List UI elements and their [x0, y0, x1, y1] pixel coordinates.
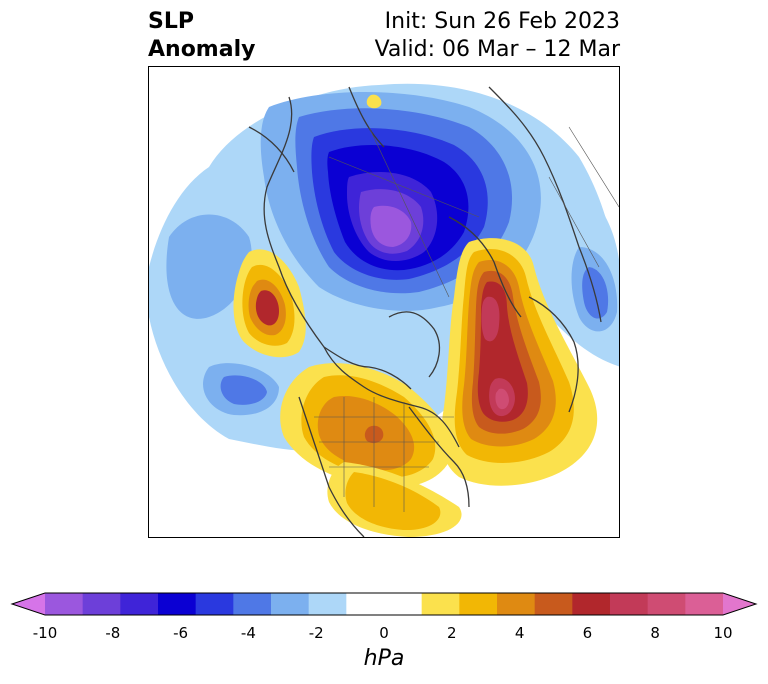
colorbar-cell — [384, 593, 423, 615]
colorbar-cell — [271, 593, 310, 615]
colorbar-svg — [10, 592, 758, 616]
colorbar-tick-label: 0 — [379, 624, 389, 642]
map-canvas — [149, 83, 619, 537]
colorbar-unit: hPa — [363, 646, 405, 671]
colorbar-cell — [459, 593, 498, 615]
colorbar-tick-label: -6 — [173, 624, 189, 642]
colorbar-extend-min — [12, 593, 45, 615]
title-line-2: Anomaly — [148, 37, 256, 62]
country-borders — [314, 126, 619, 512]
colorbar-cell — [534, 593, 573, 615]
colorbar-cell — [572, 593, 611, 615]
colorbar-tick-label: 4 — [514, 624, 525, 642]
forecast-dates: Init: Sun 26 Feb 2023 Valid: 06 Mar – 12… — [375, 8, 620, 64]
colorbar — [10, 590, 758, 620]
colorbar-tick-label: 10 — [713, 624, 733, 642]
colorbar-ticks: -10 -8 -6 -4 -2 0 2 4 6 8 10 — [0, 624, 768, 644]
colorbar-cell — [421, 593, 460, 615]
colorbar-cell — [82, 593, 121, 615]
colorbar-tick-label: 6 — [582, 624, 593, 642]
colorbar-tick-label: -10 — [32, 624, 58, 642]
colorbar-cell — [647, 593, 686, 615]
coastlines — [248, 86, 602, 537]
colorbar-cell — [233, 593, 272, 615]
init-date: Init: Sun 26 Feb 2023 — [384, 9, 620, 34]
colorbar-cell — [685, 593, 724, 615]
colorbar-cell — [497, 593, 536, 615]
colorbar-tick-label: 8 — [650, 624, 660, 642]
colorbar-tick-label: -4 — [240, 624, 256, 642]
title-line-1: SLP — [148, 9, 194, 34]
colorbar-cell — [195, 593, 234, 615]
colorbar-cell — [158, 593, 197, 615]
map-title: SLP Anomaly — [148, 8, 255, 64]
colorbar-cell — [120, 593, 159, 615]
anomaly-map — [148, 66, 620, 538]
valid-range: Valid: 06 Mar – 12 Mar — [374, 37, 620, 62]
colorbar-tick-label: -2 — [308, 624, 324, 642]
colorbar-cell — [610, 593, 649, 615]
colorbar-cell — [45, 593, 84, 615]
colorbar-tick-label: -8 — [105, 624, 121, 642]
colorbar-extend-max — [723, 593, 756, 615]
positive-anomaly-field — [233, 94, 598, 537]
colorbar-cell — [308, 593, 347, 615]
colorbar-cell — [346, 593, 385, 615]
colorbar-tick-label: 2 — [447, 624, 457, 642]
